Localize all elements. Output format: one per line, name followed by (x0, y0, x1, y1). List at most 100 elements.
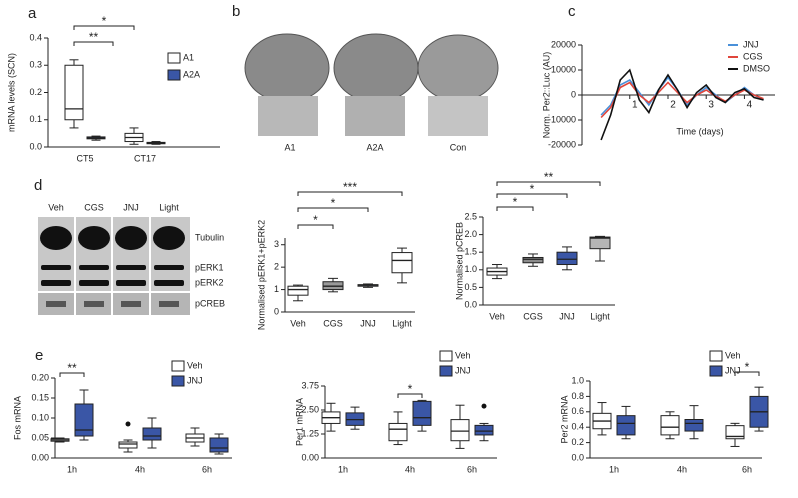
x-tick-label: 6h (742, 464, 752, 474)
y-tick-label: 0.0 (571, 452, 584, 462)
y-tick-label: 0.4 (571, 422, 584, 432)
y-tick-label: 0.5 (464, 282, 477, 292)
significance-bracket (297, 191, 403, 196)
brain-slice (333, 33, 419, 103)
x-axis-title: Time (days) (676, 126, 723, 136)
y-tick-label: 0.8 (571, 391, 584, 401)
box (209, 437, 229, 453)
significance-label: ** (67, 361, 77, 375)
y-tick-label: 2.0 (464, 229, 477, 239)
legend-swatch (171, 375, 185, 387)
y-tick-label: 0.2 (571, 437, 584, 447)
lane-label: CGS (84, 202, 104, 212)
y-tick-label: -10000 (548, 114, 576, 124)
outlier (125, 421, 131, 427)
significance-bracket (73, 25, 135, 30)
brain-images (244, 33, 499, 136)
band-label: pCREB (195, 298, 225, 308)
panel-letter: c (568, 3, 576, 20)
box (660, 415, 680, 436)
y-axis-title: Norm. Per2::Luc (AU) (541, 52, 551, 139)
y-tick-label: 20000 (551, 39, 576, 49)
x-tick-label: CT17 (134, 153, 156, 163)
legend-swatch (167, 69, 181, 81)
box (684, 419, 704, 432)
y-tick-label: 2.5 (464, 211, 477, 221)
y-axis-title: Per1 mRNA (294, 398, 304, 446)
y-tick-label: 0.0 (464, 299, 477, 309)
x-tick-label: CGS (523, 311, 543, 321)
x-tick-label: JNJ (559, 311, 575, 321)
panel-letter: b (232, 3, 240, 20)
x-tick-label: 4h (135, 464, 145, 474)
significance-bracket (297, 207, 369, 212)
western-blot (38, 217, 190, 315)
band-label: pERK2 (195, 277, 224, 287)
box (142, 427, 162, 441)
x-tick-label: CGS (323, 318, 343, 328)
y-tick-label: 0.2 (29, 87, 42, 97)
y-tick-label: 0.20 (31, 372, 49, 382)
box (391, 252, 413, 274)
significance-bracket (496, 181, 601, 186)
x-tick-label: 4h (677, 464, 687, 474)
x-tick-label: Light (392, 318, 412, 328)
slice-crop (428, 96, 488, 136)
y-tick-label: -20000 (548, 139, 576, 149)
x-tick-label: Light (590, 311, 610, 321)
y-tick-label: 0.10 (31, 412, 49, 422)
x-tick-label: 6h (467, 464, 477, 474)
y-tick-label: 0 (274, 306, 279, 316)
legend-label: JNJ (455, 365, 471, 375)
image-label: A2A (366, 142, 383, 152)
significance-label: * (102, 14, 107, 28)
y-tick-label: 1.0 (571, 375, 584, 385)
significance-bracket (73, 41, 114, 46)
y-tick-label: 10000 (551, 64, 576, 74)
y-axis-title: Per2 mRNA (559, 395, 569, 443)
significance-label: ** (89, 30, 99, 44)
slice-crop (345, 96, 405, 136)
y-tick-label: 1.25 (301, 428, 319, 438)
box (74, 403, 94, 437)
box (64, 64, 84, 121)
band-label: pERK1 (195, 262, 224, 272)
outlier (481, 403, 487, 409)
significance-label: * (745, 360, 750, 374)
significance-label: * (513, 195, 518, 209)
significance-label: * (530, 182, 535, 196)
panel-letter: a (28, 5, 37, 22)
x-tick-label: 6h (202, 464, 212, 474)
box (589, 236, 611, 250)
y-tick-label: 0.15 (31, 392, 49, 402)
y-tick-label: 0.0 (29, 141, 42, 151)
slice-crop (258, 96, 318, 136)
significance-label: * (408, 382, 413, 396)
box (725, 425, 745, 440)
legend-label: DMSO (743, 63, 770, 73)
significance-bracket (496, 193, 568, 198)
significance-label: * (313, 213, 318, 227)
y-tick-label: 3 (274, 239, 279, 249)
x-tick-label: JNJ (360, 318, 376, 328)
x-tick-label: Veh (290, 318, 306, 328)
legend-swatch (439, 350, 453, 362)
y-axis-title: mRNA levels (SCN) (6, 53, 16, 132)
y-tick-label: 0.4 (29, 32, 42, 42)
box (556, 251, 578, 266)
x-tick-label: 2 (670, 100, 676, 111)
significance-bracket (397, 393, 423, 398)
significance-bracket (297, 224, 334, 229)
brain-slice (417, 34, 499, 102)
y-axis-title: Fos mRNA (12, 396, 22, 440)
y-axis-title: Normalised pERK1+pERK2 (256, 220, 266, 330)
box (388, 422, 408, 442)
box (287, 285, 309, 296)
legend-label: Veh (187, 360, 203, 370)
brain-slice (244, 33, 330, 103)
significance-label: *** (343, 180, 357, 194)
x-tick-label: CT5 (76, 153, 93, 163)
legend-label: JNJ (743, 39, 759, 49)
y-tick-label: 1.0 (464, 264, 477, 274)
